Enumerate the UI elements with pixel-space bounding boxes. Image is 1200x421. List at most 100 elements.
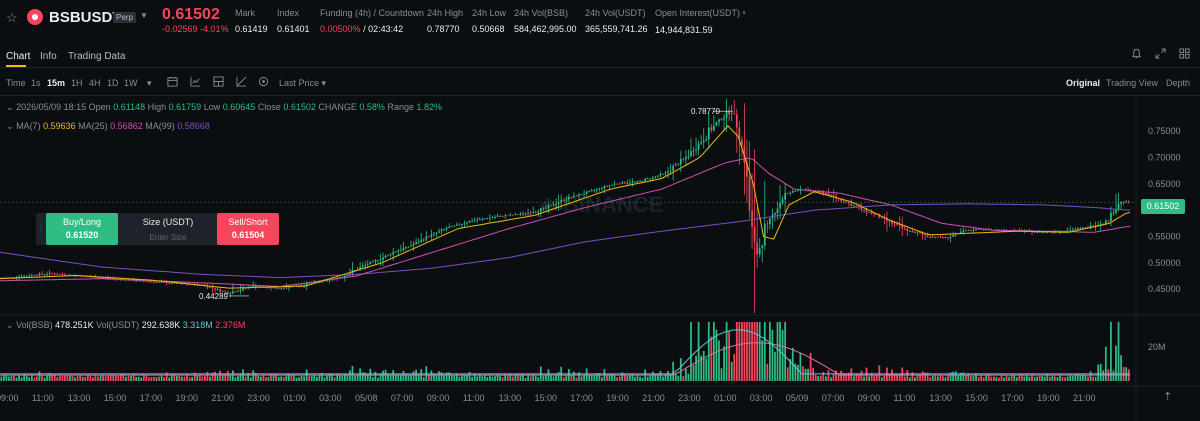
- drag-handle-icon[interactable]: ⋮: [37, 224, 45, 233]
- interval-1w[interactable]: 1W: [124, 78, 138, 88]
- interval-15m[interactable]: 15m: [47, 78, 66, 88]
- candle-body: [359, 267, 361, 270]
- volume-bar: [1061, 376, 1064, 381]
- candle-body: [959, 231, 962, 234]
- bell-icon[interactable]: [1131, 48, 1142, 62]
- view-depth[interactable]: Depth: [1166, 78, 1191, 88]
- info-icon[interactable]: ᵃ: [742, 9, 746, 18]
- candle-body: [682, 159, 685, 160]
- candlestick-chart[interactable]: 0.750000.700000.650000.600000.550000.500…: [0, 98, 1200, 421]
- candle-body: [430, 234, 433, 237]
- candle-body: [931, 236, 934, 238]
- size-label: Size (USDT): [142, 217, 194, 227]
- reset-scale-icon[interactable]: ⇡: [1163, 391, 1173, 403]
- volume-bar: [15, 377, 18, 381]
- volume-bar: [1084, 375, 1087, 381]
- volume-bar: [153, 376, 155, 381]
- candle-body: [677, 164, 680, 166]
- volume-bar: [1036, 376, 1038, 381]
- volume-bar: [237, 375, 239, 381]
- chevron-down-icon[interactable]: ▼: [140, 11, 148, 20]
- collapse-icon[interactable]: ⌄: [6, 320, 14, 330]
- volume-bar: [74, 377, 76, 381]
- candle-body: [659, 174, 662, 176]
- volume-bar: [178, 375, 181, 381]
- candle-body: [692, 150, 695, 152]
- close-label: Close: [257, 102, 281, 112]
- layout-icon[interactable]: [213, 76, 224, 89]
- volume-bar: [226, 370, 229, 381]
- interval-4h[interactable]: 4H: [89, 78, 101, 88]
- volume-bar: [374, 371, 377, 381]
- drawing-tools-icon[interactable]: [236, 76, 247, 89]
- interval-dropdown-icon[interactable]: ▾: [147, 78, 152, 88]
- volume-bar: [145, 375, 148, 381]
- candle-body: [751, 210, 753, 227]
- volume-bar: [685, 369, 687, 381]
- size-input[interactable]: [129, 231, 207, 244]
- time-tick-label: 09:00: [0, 393, 19, 403]
- volume-bar: [461, 375, 463, 381]
- volume-bar: [715, 329, 718, 381]
- ma7-value: 0.59636: [43, 121, 76, 131]
- volume-bar: [980, 375, 982, 381]
- favorite-star-icon[interactable]: ☆: [6, 10, 18, 25]
- candle-body: [547, 205, 550, 208]
- candle-body: [46, 273, 48, 275]
- candle-body: [733, 113, 736, 115]
- stat-open-interest: Open Interest(USDT) ᵃ 14,944,831.59: [655, 7, 746, 37]
- time-tick-label: 11:00: [32, 393, 54, 403]
- candle-body: [639, 181, 641, 182]
- volume-bar: [511, 376, 514, 381]
- collapse-icon[interactable]: ⌄: [6, 121, 14, 131]
- interval-1s[interactable]: 1s: [31, 78, 41, 88]
- volume-bar: [1064, 377, 1066, 381]
- volume-bar: [519, 374, 522, 381]
- settings-icon[interactable]: [258, 76, 269, 89]
- volume-bar: [751, 322, 753, 381]
- candle-body: [216, 289, 219, 291]
- tab-info[interactable]: Info: [40, 51, 57, 62]
- candle-body: [1041, 232, 1044, 234]
- price-type-select[interactable]: Last Price ▾: [279, 78, 327, 88]
- collapse-icon[interactable]: ⌄: [6, 102, 14, 112]
- volume-bar: [1048, 376, 1051, 381]
- sell-price: 0.61504: [231, 230, 265, 240]
- buy-long-button[interactable]: Buy/Long 0.61520: [46, 213, 118, 245]
- volume-bar: [692, 364, 695, 381]
- candle-body: [346, 275, 349, 277]
- candle-body: [231, 291, 234, 294]
- volume-bar: [1079, 375, 1082, 381]
- interval-1h[interactable]: 1H: [71, 78, 83, 88]
- tab-chart[interactable]: Chart: [6, 51, 31, 62]
- volume-bar: [534, 375, 537, 381]
- view-trading-view[interactable]: Trading View: [1106, 78, 1159, 88]
- volume-bar: [58, 375, 61, 381]
- calendar-icon[interactable]: [167, 76, 178, 89]
- tab-trading-data[interactable]: Trading Data: [68, 51, 126, 62]
- volume-bar: [789, 359, 792, 381]
- candle-body: [387, 254, 389, 256]
- stat-24h-vol-quote: 24h Vol(USDT) 365,559,741.26: [585, 7, 648, 36]
- volume-bar: [753, 322, 756, 381]
- volume-bar: [982, 377, 985, 381]
- indicator-icon[interactable]: [190, 76, 201, 89]
- volume-bar: [219, 370, 222, 381]
- more-icon[interactable]: [1179, 48, 1190, 62]
- volume-bar: [102, 375, 104, 381]
- time-tick-label: 05/09: [786, 393, 809, 403]
- volume-bar: [30, 374, 33, 381]
- expand-icon[interactable]: [1155, 48, 1166, 62]
- candle-body: [214, 288, 216, 290]
- candle-body: [903, 228, 906, 230]
- interval-1d[interactable]: 1D: [107, 78, 119, 88]
- symbol-name[interactable]: BSBUSDT: [49, 9, 122, 26]
- time-tick-label: 05/08: [355, 393, 378, 403]
- volume-bar: [272, 375, 275, 381]
- ohlc-date: 2026/05/09 18:15: [16, 102, 87, 112]
- sell-short-button[interactable]: Sell/Short 0.61504: [217, 213, 279, 245]
- view-original[interactable]: Original: [1066, 78, 1101, 88]
- candle-body: [522, 213, 524, 215]
- time-tick-label: 15:00: [965, 393, 988, 403]
- candle-body: [679, 159, 682, 165]
